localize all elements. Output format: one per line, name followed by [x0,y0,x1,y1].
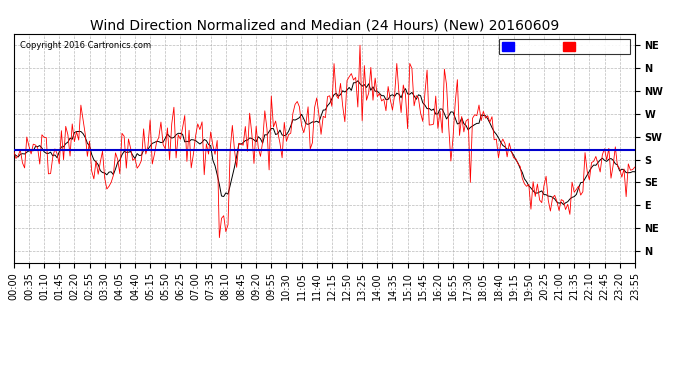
Text: Copyright 2016 Cartronics.com: Copyright 2016 Cartronics.com [20,40,151,50]
Legend: Average, Direction: Average, Direction [500,39,630,54]
Title: Wind Direction Normalized and Median (24 Hours) (New) 20160609: Wind Direction Normalized and Median (24… [90,19,559,33]
